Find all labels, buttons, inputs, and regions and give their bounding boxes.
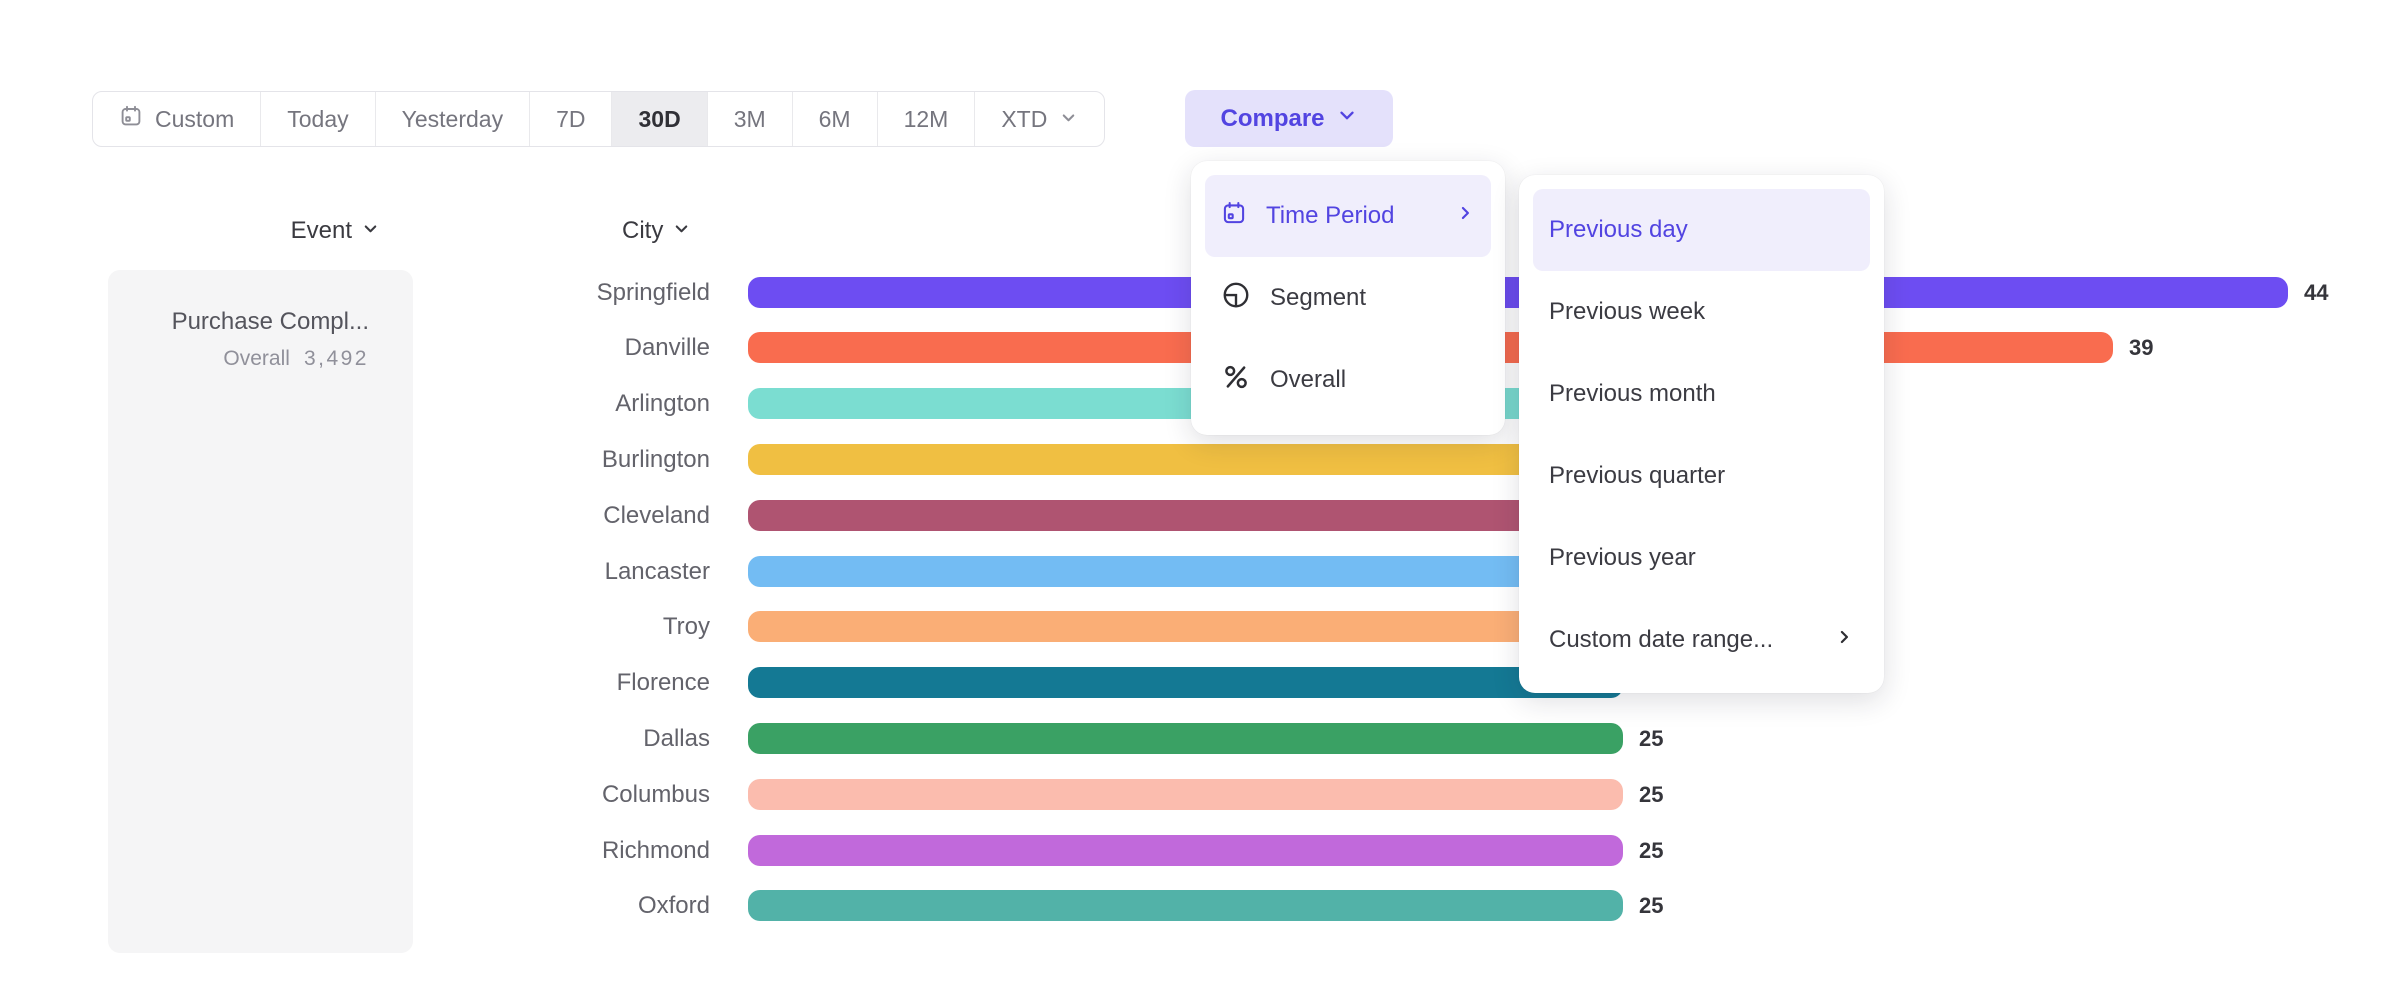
calendar-icon	[1221, 200, 1247, 233]
chevron-right-icon	[1455, 202, 1475, 230]
menu-item-label: Overall	[1270, 366, 1347, 393]
time-period-submenu: Previous day Previous week Previous month P…	[1519, 175, 1884, 693]
city-header-label: City	[622, 217, 664, 244]
chevron-down-icon	[361, 217, 380, 245]
date-range-12m[interactable]: 12M	[876, 92, 975, 146]
date-range-label: 7D	[556, 105, 586, 132]
compare-dropdown-menu: Time Period Segment Overall	[1191, 161, 1505, 435]
bar-dallas[interactable]	[748, 722, 1623, 754]
bar-row-florence: Florence25	[0, 667, 2394, 699]
calendar-icon	[119, 104, 143, 134]
date-range-yesterday[interactable]: Yesterday	[374, 92, 529, 146]
chevron-right-icon	[1834, 626, 1854, 654]
date-range-label: Yesterday	[401, 105, 504, 132]
bar-springfield[interactable]	[748, 276, 2288, 308]
date-range-label: 30D	[638, 105, 681, 132]
bar-row-oxford: Oxford 25	[0, 890, 2394, 922]
menu-item-time-period[interactable]: Time Period	[1205, 175, 1491, 257]
segment-icon	[1221, 280, 1251, 317]
date-range-xtd[interactable]: XTD	[974, 92, 1104, 146]
menu-item-label: Previous day	[1549, 216, 1688, 243]
event-card[interactable]: Purchase Compl... Overall 3,492	[108, 270, 413, 953]
bar-row-richmond: Richmond 25	[0, 834, 2394, 866]
overall-value: 3,492	[303, 347, 369, 370]
bar-category-label: Cleveland	[603, 501, 710, 529]
bar-troy[interactable]	[748, 611, 1658, 643]
date-range-label: Custom	[155, 105, 235, 132]
menu-item-previous-quarter[interactable]: Previous quarter	[1533, 435, 1870, 517]
event-overall-total: Overall 3,492	[108, 347, 369, 371]
overall-label: Overall	[223, 347, 290, 370]
bar-value-label: 39	[2129, 335, 2154, 361]
bar-oxford[interactable]	[748, 890, 1623, 922]
bar-category-label: Arlington	[615, 390, 710, 418]
date-range-6m[interactable]: 6M	[791, 92, 877, 146]
date-range-custom[interactable]: Custom	[93, 92, 260, 146]
menu-item-custom-date-range[interactable]: Custom date range...	[1533, 599, 1870, 681]
menu-item-overall[interactable]: Overall	[1205, 339, 1491, 421]
bar-value-label: 25	[1639, 893, 1664, 919]
compare-button-label: Compare	[1220, 104, 1325, 132]
bar-category-label: Danville	[624, 334, 710, 362]
bar-category-label: Dallas	[643, 724, 710, 752]
menu-item-label: Previous week	[1549, 298, 1706, 325]
percent-icon	[1221, 362, 1251, 399]
date-range-30d[interactable]: 30D	[611, 92, 707, 146]
city-column-header[interactable]: City	[622, 216, 691, 246]
menu-item-previous-week[interactable]: Previous week	[1533, 271, 1870, 353]
date-range-label: 6M	[818, 105, 851, 132]
chevron-down-icon	[1336, 104, 1358, 133]
bar-value-label: 44	[2304, 279, 2329, 305]
event-header-label: Event	[290, 217, 352, 244]
menu-item-label: Previous year	[1549, 544, 1696, 571]
bar-category-label: Lancaster	[604, 557, 710, 585]
chevron-down-icon	[1059, 106, 1078, 133]
bar-category-label: Florence	[616, 669, 710, 697]
menu-item-label: Previous month	[1549, 380, 1716, 407]
menu-item-label: Previous quarter	[1549, 462, 1726, 489]
date-range-7d[interactable]: 7D	[529, 92, 611, 146]
compare-button[interactable]: Compare	[1185, 90, 1393, 147]
menu-item-previous-year[interactable]: Previous year	[1533, 517, 1870, 599]
date-range-3m[interactable]: 3M	[706, 92, 792, 146]
bar-category-label: Richmond	[601, 836, 710, 864]
date-range-label: 12M	[903, 105, 949, 132]
bar-value-label: 25	[1639, 725, 1664, 751]
bar-row-springfield: Springfield 44	[0, 276, 2394, 308]
bar-category-label: Springfield	[596, 278, 710, 306]
date-range-label: Today	[287, 105, 349, 132]
date-range-toolbar: Custom Today Yesterday 7D 30D 3M 6M 12M XTD	[92, 91, 1106, 147]
menu-item-label: Time Period	[1266, 202, 1395, 229]
menu-item-previous-month[interactable]: Previous month	[1533, 353, 1870, 435]
menu-item-label: Segment	[1270, 284, 1367, 311]
event-name: Purchase Compl...	[171, 308, 369, 335]
bar-value-label: 25	[1639, 781, 1664, 807]
bar-category-label: Columbus	[601, 780, 710, 808]
event-column-header[interactable]: Event	[108, 216, 413, 246]
menu-item-segment[interactable]: Segment	[1205, 257, 1491, 339]
menu-item-label: Custom date range...	[1549, 626, 1774, 653]
menu-item-previous-day[interactable]: Previous day	[1533, 189, 1870, 271]
bar-richmond[interactable]	[748, 834, 1623, 866]
bar-row-dallas: Dallas 25	[0, 722, 2394, 754]
bar-florence[interactable]	[748, 667, 1623, 699]
bar-category-label: Oxford	[637, 892, 710, 920]
date-range-label: 3M	[733, 105, 766, 132]
chevron-down-icon	[672, 217, 691, 245]
bar-columbus[interactable]	[748, 778, 1623, 810]
bar-category-label: Burlington	[601, 445, 710, 473]
bar-value-label: 25	[1639, 837, 1664, 863]
bar-category-label: Troy	[662, 613, 710, 641]
bar-row-columbus: Columbus 25	[0, 778, 2394, 810]
date-range-label: XTD	[1001, 105, 1048, 132]
date-range-today[interactable]: Today	[260, 92, 374, 146]
